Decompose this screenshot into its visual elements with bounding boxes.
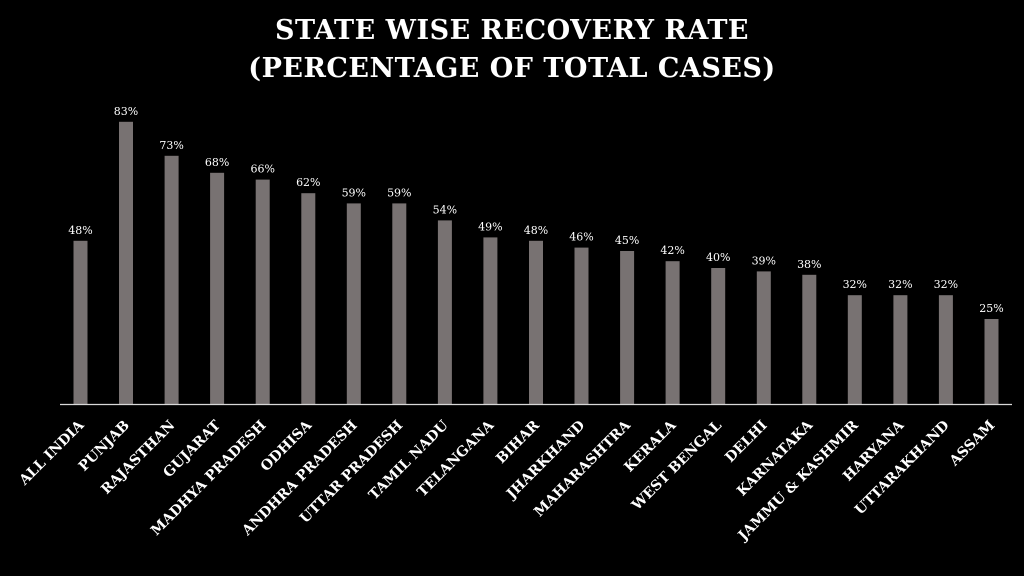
bar [711,268,726,404]
category-label: JHARKHAND [502,418,588,504]
data-labels-group: 48% 83% 73% 68% 66% 62% 59% 59% 54% 49% 48% 46% 45% 4… [68,105,1003,315]
data-label: 83% [114,105,138,118]
bar [483,237,498,404]
data-label: 45% [615,234,639,247]
category-label: TELANGANA [414,417,498,501]
data-label: 49% [478,220,502,233]
bars-group [73,121,999,405]
data-label: 66% [250,163,274,176]
data-label: 48% [68,224,92,237]
bar [119,121,133,405]
bar [893,295,908,404]
bar [255,179,270,404]
data-label: 48% [524,224,548,237]
category-label: WEST BENGAL [628,417,725,514]
bar [756,271,771,404]
bar [392,203,407,404]
data-label: 38% [797,258,821,271]
bar [984,319,999,404]
bar [665,261,680,404]
data-label: 32% [888,278,912,291]
chart-title: STATE WISE RECOVERY RATE (PERCENTAGE OF … [0,12,1024,88]
bar [437,220,452,404]
data-label: 68% [205,156,229,169]
category-label: ASSAM [946,418,998,470]
data-label: 32% [843,278,867,291]
data-label: 59% [342,186,366,199]
bar [847,295,862,404]
bar [73,240,88,404]
bar [620,251,635,404]
data-label: 73% [159,139,183,152]
chart-title-line-1: STATE WISE RECOVERY RATE [274,15,750,46]
data-label: 59% [387,186,411,199]
data-label: 25% [979,302,1003,315]
data-label: 40% [706,251,730,264]
data-label: 32% [934,278,958,291]
data-label: 54% [433,203,457,216]
bar [938,295,953,404]
bar [301,193,316,404]
data-label: 46% [569,231,593,244]
chart-title-line-2: (PERCENTAGE OF TOTAL CASES) [248,53,776,84]
data-label: 62% [296,176,320,189]
category-label: ALL INDIA [16,417,88,489]
bar [164,155,179,404]
category-label: TAMIL NADU [366,418,452,504]
bar [529,240,543,404]
data-label: 39% [752,254,776,267]
bar [802,274,817,404]
bar [346,203,361,404]
bar [210,172,225,404]
bar [574,247,589,404]
data-label: 42% [660,244,684,257]
